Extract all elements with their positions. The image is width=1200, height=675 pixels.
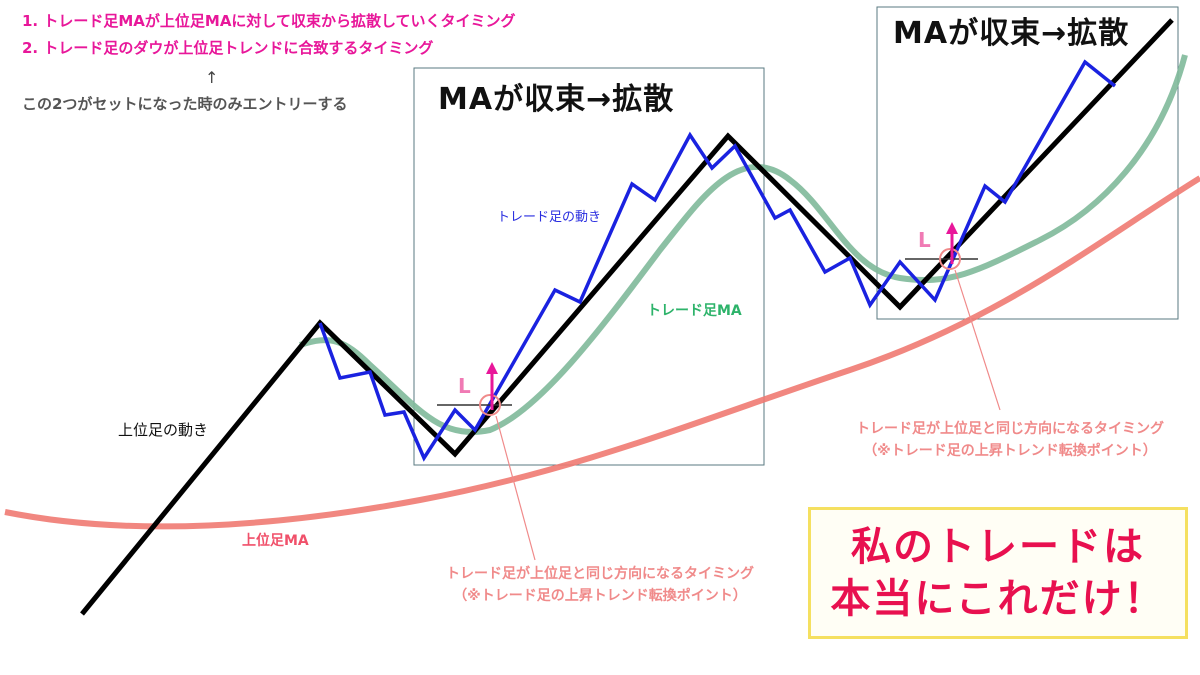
convergence-box-1 bbox=[413, 67, 765, 466]
annotation-1-line2: （※トレード足の上昇トレンド転換ポイント） bbox=[453, 588, 747, 604]
annotation-2-line2: （※トレード足の上昇トレンド転換ポイント） bbox=[863, 443, 1157, 459]
trade-ma-label: トレード足MA bbox=[647, 303, 742, 319]
entry-mark-1: L bbox=[458, 374, 471, 398]
entry-circle-1 bbox=[479, 394, 501, 416]
annotation-2: トレード足が上位足と同じ方向になるタイミング （※トレード足の上昇トレンド転換ポ… bbox=[790, 418, 1200, 462]
higher-ma-label: 上位足MA bbox=[242, 533, 309, 549]
promo-line-1: 私のトレードは bbox=[851, 524, 1145, 570]
promo-box: 私のトレードは 本当にこれだけ！ bbox=[808, 507, 1188, 639]
trade-move-label: トレード足の動き bbox=[497, 210, 602, 225]
box-title-2: MAが収束→拡散 bbox=[893, 16, 1130, 51]
trade-ma-line bbox=[299, 54, 1188, 435]
entry-arrowhead-2 bbox=[946, 222, 958, 234]
convergence-box-2 bbox=[876, 6, 1179, 320]
up-arrow-icon: ↑ bbox=[205, 68, 219, 87]
entry-arrowhead-1 bbox=[486, 362, 498, 374]
entry-mark-2: L bbox=[918, 228, 931, 252]
annotation-leader-1 bbox=[495, 415, 536, 561]
annotation-1-line1: トレード足が上位足と同じ方向になるタイミング bbox=[446, 566, 754, 582]
promo-line-2: 本当にこれだけ！ bbox=[830, 576, 1166, 622]
higher-ma-line bbox=[4, 175, 1200, 530]
trade-price-line bbox=[318, 59, 1117, 462]
annotation-leader-2 bbox=[954, 269, 1001, 411]
annotation-1: トレード足が上位足と同じ方向になるタイミング （※トレード足の上昇トレンド転換ポ… bbox=[380, 563, 820, 607]
annotation-2-line1: トレード足が上位足と同じ方向になるタイミング bbox=[856, 421, 1164, 437]
rule-2: 2. トレード足のダウが上位足トレンドに合致するタイミング bbox=[22, 39, 434, 57]
higher-move-label: 上位足の動き bbox=[118, 421, 209, 439]
box-title-1: MAが収束→拡散 bbox=[438, 82, 675, 117]
entry-condition-note: この2つがセットになった時のみエントリーする bbox=[22, 95, 348, 113]
entry-circle-2 bbox=[939, 248, 961, 270]
rule-1: 1. トレード足MAが上位足MAに対して収束から拡散していくタイミング bbox=[22, 12, 516, 30]
